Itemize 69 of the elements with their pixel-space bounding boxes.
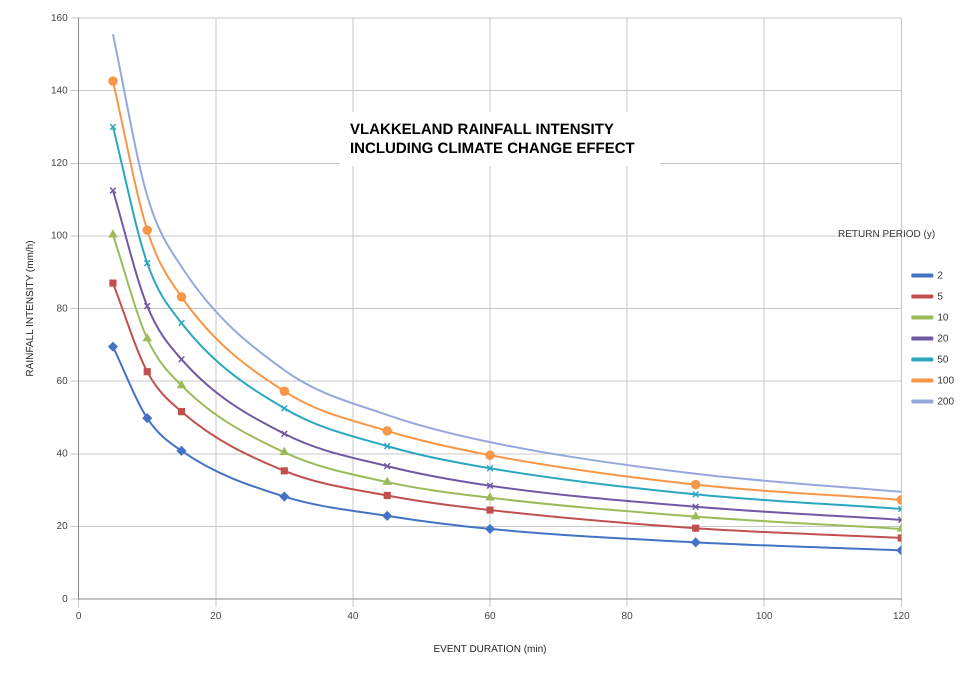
y-tick-label: 140 — [50, 85, 68, 96]
point — [692, 503, 700, 510]
text: VLAKKELAND RAINFALL INTENSITY INCLUDING CLIMATE CHANGE EFFECT — [340, 112, 660, 166]
x-tick-label: 100 — [756, 610, 773, 622]
y-tick-label: 40 — [56, 448, 68, 460]
point — [280, 404, 288, 412]
y-axis-title: RAINFALL INTENSITY (mm/h) — [24, 240, 36, 377]
point — [280, 430, 288, 438]
legend-label: 5 — [937, 291, 944, 302]
point — [692, 524, 700, 532]
legend-label: 10 — [937, 312, 949, 324]
point — [280, 467, 288, 474]
point — [382, 426, 392, 436]
point — [486, 506, 494, 514]
y-tick-label: 160 — [50, 12, 68, 24]
x-tick-label: 120 — [892, 610, 910, 622]
legend-label: 2 — [937, 270, 944, 282]
y-tick-label: 60 — [56, 376, 68, 387]
point — [143, 334, 152, 342]
x-axis-title: EVENT DURATION (min) — [434, 644, 546, 655]
point — [486, 482, 494, 490]
legend-title: RETURN PERIOD (y) — [838, 229, 936, 240]
point — [144, 302, 151, 310]
point — [178, 356, 186, 363]
legend-label: 20 — [937, 333, 949, 344]
point — [485, 450, 495, 460]
x-tick-label: 20 — [210, 610, 222, 622]
point — [176, 446, 186, 456]
point — [108, 76, 118, 86]
x-tick-label: 80 — [622, 610, 634, 622]
point — [384, 492, 391, 500]
x-tick-label: 40 — [347, 610, 359, 622]
point — [108, 342, 118, 352]
point — [144, 368, 151, 376]
point — [178, 319, 186, 327]
point — [384, 442, 391, 450]
point — [486, 492, 494, 500]
point — [280, 386, 290, 396]
x-tick-label: 0 — [76, 610, 82, 622]
point — [176, 292, 186, 302]
point — [485, 524, 495, 534]
legend-label: 100 — [937, 375, 954, 386]
y-tick-label: 20 — [56, 521, 68, 532]
point — [142, 413, 152, 423]
point — [690, 480, 700, 490]
point — [692, 490, 700, 498]
point — [382, 511, 392, 521]
point — [109, 186, 117, 194]
y-tick-label: 120 — [50, 158, 68, 169]
x-tick-label: 60 — [484, 610, 496, 622]
point — [142, 225, 152, 235]
legend-label: 50 — [937, 354, 949, 366]
point — [382, 477, 392, 485]
y-tick-label: 80 — [56, 303, 68, 314]
point — [109, 280, 117, 287]
legend-label: 200 — [937, 396, 954, 408]
y-tick-label: 0 — [62, 594, 68, 605]
point — [486, 464, 494, 472]
point — [177, 380, 186, 388]
point — [384, 462, 391, 470]
y-tick-label: 100 — [50, 230, 68, 242]
point — [109, 123, 117, 131]
point — [108, 230, 118, 238]
point — [178, 408, 186, 416]
point — [280, 448, 289, 456]
point — [144, 260, 151, 267]
point — [690, 538, 700, 548]
point — [280, 492, 290, 502]
point — [691, 512, 700, 520]
